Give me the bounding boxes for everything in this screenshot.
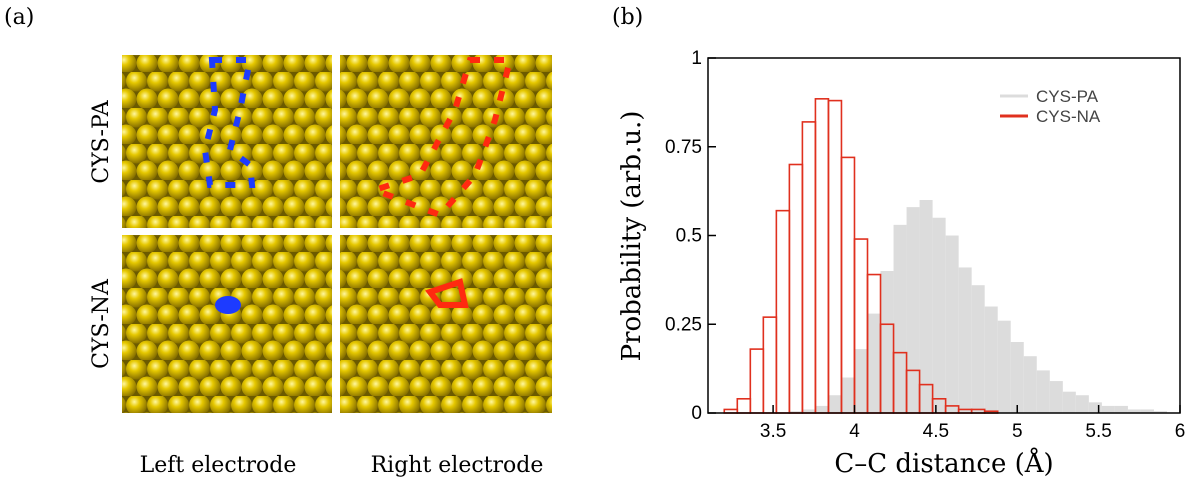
image: [122, 235, 332, 413]
bar: [789, 411, 803, 413]
bar: [906, 207, 920, 413]
x-tick-label: 5.5: [1085, 421, 1111, 442]
bar: [1153, 411, 1167, 413]
bar: [841, 377, 855, 413]
bar: [1114, 405, 1128, 413]
bar: [827, 99, 843, 414]
bar: [1127, 409, 1141, 413]
bar: [802, 409, 816, 413]
bar: [814, 98, 830, 414]
bar: [828, 395, 842, 413]
x-tick-label: 5: [1012, 421, 1023, 442]
row-label: CYS-PA: [89, 99, 114, 183]
bar: [788, 163, 804, 414]
molecule: [425, 278, 469, 308]
legend-label: CYS-NA: [1036, 107, 1101, 126]
bar: [880, 271, 894, 413]
bar: [1075, 395, 1089, 413]
panel-label: (b): [612, 5, 643, 30]
bar: [1101, 405, 1115, 413]
bar: [1049, 381, 1063, 413]
bar: [984, 306, 998, 413]
y-tick-label: 0: [691, 403, 702, 424]
bar: [997, 320, 1011, 413]
legend-label: CYS-PA: [1036, 87, 1099, 106]
y-tick-label: 1: [691, 48, 702, 69]
column-label: Right electrode: [371, 453, 544, 478]
x-tick-label: 4.5: [923, 421, 949, 442]
bar: [1062, 391, 1076, 413]
image: [340, 235, 552, 413]
bar: [1140, 409, 1154, 413]
bar: [840, 156, 856, 414]
molecule: [201, 57, 256, 188]
bar: [749, 348, 765, 414]
molecule: [215, 296, 241, 314]
panel-b: (b) C–C distance (Å) Probability (arb.u.…: [612, 5, 1185, 479]
bar: [1036, 370, 1050, 413]
bar: [1088, 402, 1102, 413]
y-tick-label: 0.5: [676, 226, 702, 247]
bar: [893, 224, 907, 413]
x-tick-label: 3.5: [760, 421, 786, 442]
bar: [801, 121, 817, 414]
bar: [971, 285, 985, 413]
image: [122, 55, 332, 228]
panel-label: (a): [4, 5, 34, 30]
bar: [867, 313, 881, 413]
x-tick-label: 4: [849, 421, 860, 442]
panel-a: (a) CYS-PA CYS-NA Left electrode Right e…: [4, 5, 552, 478]
bar: [815, 405, 829, 413]
x-tick-label: 6: [1175, 421, 1186, 442]
y-tick-label: 0.75: [665, 137, 702, 158]
x-axis-label: C–C distance (Å): [834, 447, 1053, 479]
bar: [958, 267, 972, 413]
row-label: CYS-NA: [89, 278, 114, 369]
bar: [945, 235, 959, 413]
bar: [736, 397, 752, 414]
bar: [1023, 356, 1037, 413]
bar: [1010, 342, 1024, 413]
y-tick-label: 0.25: [665, 314, 702, 335]
column-label: Left electrode: [140, 453, 297, 478]
y-axis-label: Probability (arb.u.): [617, 111, 647, 362]
bar: [919, 200, 933, 413]
bar: [762, 316, 778, 414]
image: [340, 55, 552, 228]
bar: [775, 209, 791, 414]
bar: [932, 217, 946, 413]
bar: [854, 349, 868, 413]
